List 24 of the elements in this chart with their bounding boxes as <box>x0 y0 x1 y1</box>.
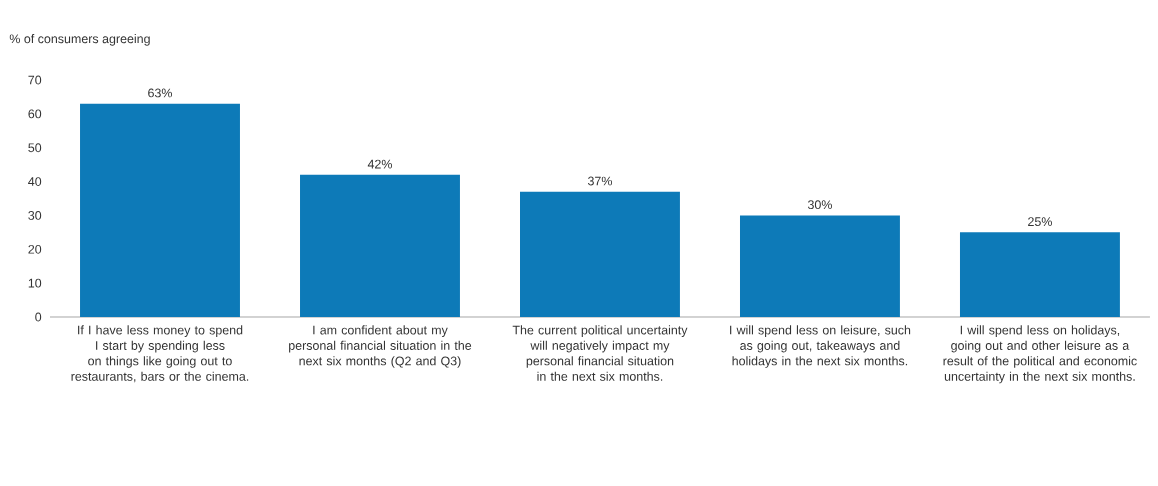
data-label: 42% <box>367 159 392 169</box>
x-tick-label: The current political uncertainty will negatively impact my personal financial situation in the next six months. <box>512 325 688 381</box>
y-tick-label: 30 <box>28 211 42 220</box>
y-tick-label: 40 <box>28 177 42 186</box>
data-label: 30% <box>807 200 832 210</box>
data-label: 37% <box>587 176 612 186</box>
data-label: 63% <box>148 88 172 98</box>
y-tick-label: 50 <box>28 143 42 153</box>
y-tick-label: 70 <box>28 75 42 85</box>
y-axis-title: % of consumers agreeing <box>9 34 150 46</box>
x-tick-label: I am confident about my personal financial situation in the next six months (Q2 and Q3) <box>289 325 472 368</box>
x-tick-label: I will spend less on holidays, going out and other leisure as a result of the political and economic uncertainty in the next six months. <box>943 325 1137 384</box>
y-tick-label: 0 <box>35 312 42 322</box>
y-tick-label: 10 <box>28 278 42 288</box>
x-tick-label: If I have less money to spend I start by spending less on things like going out to restaurants, bars or the cinema. <box>71 325 249 383</box>
bar <box>80 103 240 317</box>
bar <box>300 174 460 317</box>
x-tick-label: I will spend less on leisure, such as going out, takeaways and holidays in the next six months. <box>730 325 911 368</box>
y-tick-label: 60 <box>28 109 42 119</box>
bar <box>959 232 1120 317</box>
data-label: 25% <box>1028 217 1052 227</box>
y-tick-label: 20 <box>28 244 42 254</box>
bar <box>520 191 680 317</box>
bar <box>739 215 900 317</box>
